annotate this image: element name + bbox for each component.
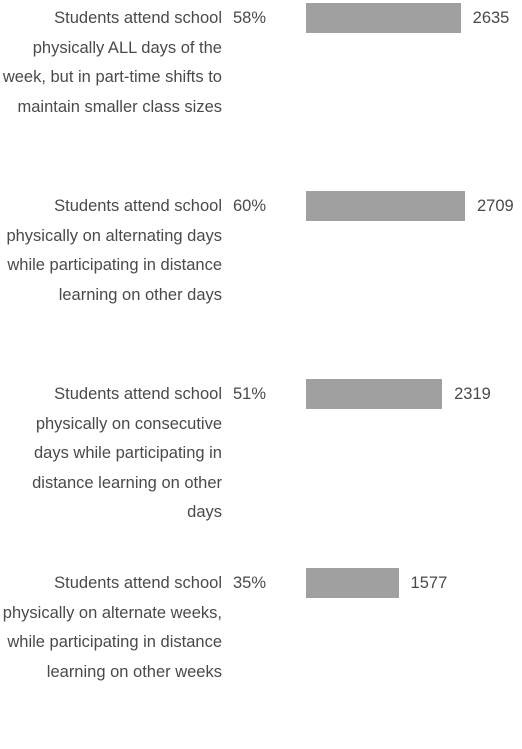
percent-label: 35% xyxy=(233,574,267,592)
percent-label: 60% xyxy=(233,197,267,215)
category-label: Students attend school physically on alt… xyxy=(2,574,222,681)
bar xyxy=(306,379,443,409)
value-label: 2319 xyxy=(454,385,491,403)
bar xyxy=(306,568,399,598)
bar xyxy=(306,191,465,221)
category-label: Students attend school physically ALL da… xyxy=(2,9,222,116)
percent-label: 51% xyxy=(233,385,267,403)
value-label: 1577 xyxy=(410,574,448,592)
value-label: 2635 xyxy=(472,9,510,27)
category-label: Students attend school physically on alt… xyxy=(6,197,222,304)
percent-label: 58% xyxy=(233,9,267,27)
value-label: 2709 xyxy=(477,197,514,215)
bar xyxy=(306,3,461,33)
category-label: Students attend school physically on con… xyxy=(32,385,222,521)
